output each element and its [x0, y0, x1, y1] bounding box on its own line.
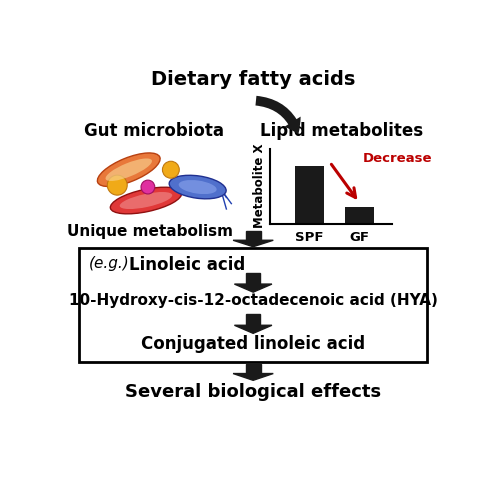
Ellipse shape — [110, 187, 182, 214]
Polygon shape — [247, 314, 260, 326]
Ellipse shape — [120, 192, 172, 209]
Circle shape — [107, 175, 127, 195]
Text: Linoleic acid: Linoleic acid — [129, 256, 245, 274]
Text: SPF: SPF — [295, 230, 324, 243]
Text: (e.g.): (e.g.) — [88, 256, 129, 272]
Text: Gut microbiota: Gut microbiota — [83, 122, 224, 140]
Bar — [345, 208, 374, 224]
Polygon shape — [233, 240, 273, 246]
Ellipse shape — [169, 176, 226, 199]
Circle shape — [141, 180, 155, 194]
Text: 10-Hydroxy-cis-12-octadecenoic acid (HYA): 10-Hydroxy-cis-12-octadecenoic acid (HYA… — [69, 294, 438, 308]
Polygon shape — [246, 364, 261, 374]
Text: Lipid metabolites: Lipid metabolites — [260, 122, 423, 140]
Bar — [295, 166, 324, 224]
Text: Several biological effects: Several biological effects — [125, 382, 381, 400]
Ellipse shape — [97, 153, 160, 186]
Text: Metabolite X: Metabolite X — [253, 144, 266, 228]
Polygon shape — [235, 326, 272, 334]
Text: GF: GF — [349, 230, 370, 243]
Polygon shape — [246, 232, 261, 240]
Polygon shape — [233, 374, 273, 380]
Polygon shape — [247, 273, 260, 284]
Polygon shape — [235, 284, 272, 292]
Circle shape — [163, 162, 179, 178]
Ellipse shape — [179, 180, 217, 194]
FancyBboxPatch shape — [79, 248, 427, 362]
Text: Dietary fatty acids: Dietary fatty acids — [151, 70, 355, 88]
FancyArrowPatch shape — [255, 96, 301, 134]
Text: Decrease: Decrease — [362, 152, 432, 164]
Text: Unique metabolism: Unique metabolism — [67, 224, 233, 238]
Ellipse shape — [106, 158, 152, 181]
Text: Conjugated linoleic acid: Conjugated linoleic acid — [141, 334, 365, 352]
